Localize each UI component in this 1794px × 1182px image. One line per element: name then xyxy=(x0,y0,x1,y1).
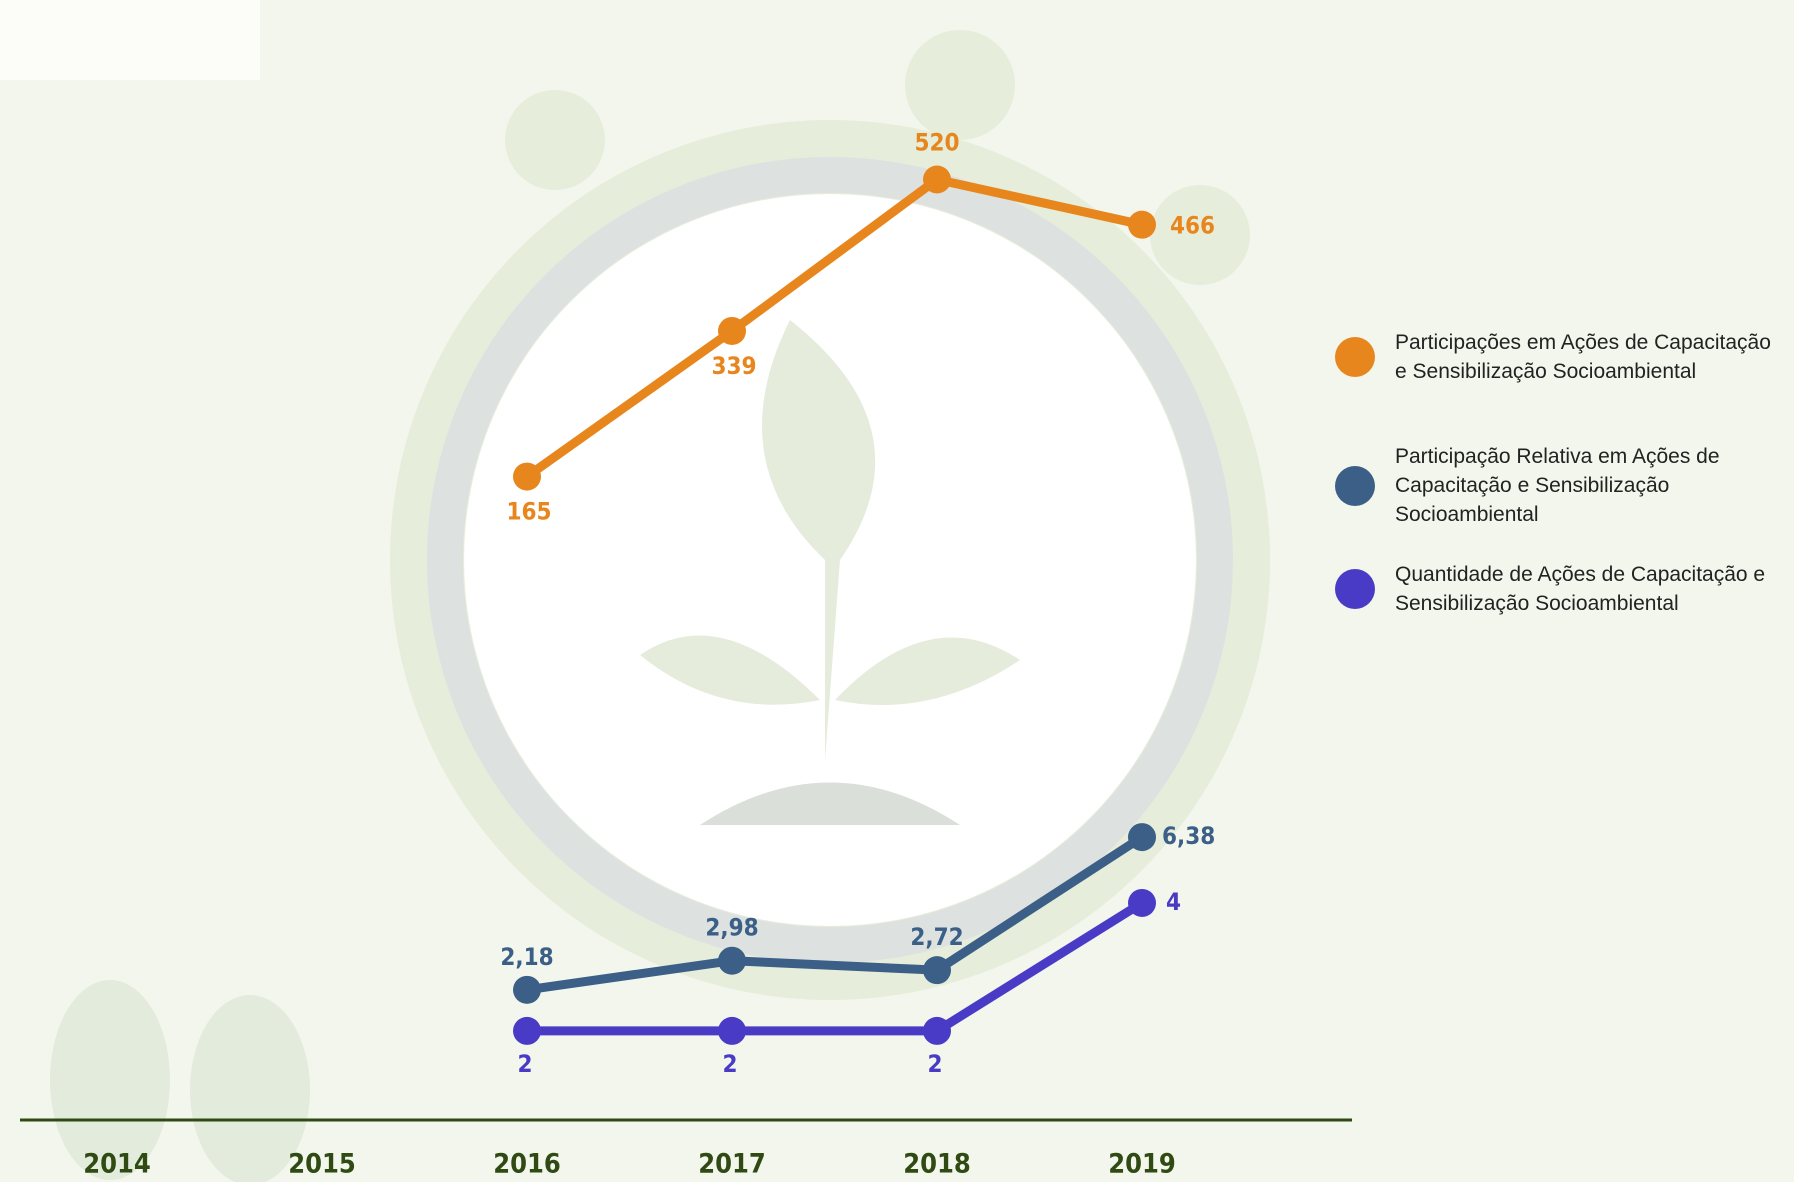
point xyxy=(718,1017,746,1045)
value-label: 2 xyxy=(927,1050,942,1078)
value-label: 6,38 xyxy=(1162,822,1215,850)
point xyxy=(923,956,951,984)
legend-swatch xyxy=(1335,337,1375,377)
value-label: 2,98 xyxy=(705,914,758,942)
value-label: 4 xyxy=(1166,888,1181,916)
value-label: 339 xyxy=(711,352,756,380)
point xyxy=(1128,823,1156,851)
page: 2014 2015 2016 2017 2018 2019 165 339 520 466 2,18… xyxy=(0,0,1794,1182)
value-label: 2,18 xyxy=(500,943,553,971)
point xyxy=(513,976,541,1004)
point xyxy=(513,463,541,491)
legend-item: Quantidade de Ações de Capacitação e Sen… xyxy=(1335,560,1785,618)
legend-label: Participação Relativa em Ações de Capaci… xyxy=(1395,442,1785,529)
legend-swatch xyxy=(1335,466,1375,506)
x-tick-label: 2015 xyxy=(288,1149,356,1180)
point xyxy=(718,317,746,345)
point xyxy=(923,165,951,193)
legend-label: Quantidade de Ações de Capacitação e Sen… xyxy=(1395,560,1785,618)
deco-cloud xyxy=(0,0,260,80)
legend-item: Participações em Ações de Capacitação e … xyxy=(1335,328,1785,386)
x-tick-label: 2014 xyxy=(83,1149,151,1180)
legend-label: Participações em Ações de Capacitação e … xyxy=(1395,328,1785,386)
value-label: 2,72 xyxy=(910,923,963,951)
value-label: 466 xyxy=(1170,212,1215,240)
x-tick-label: 2016 xyxy=(493,1149,561,1180)
point xyxy=(923,1017,951,1045)
deco-tree xyxy=(505,90,605,190)
x-tick-label: 2017 xyxy=(698,1149,766,1180)
x-tick-label: 2018 xyxy=(903,1149,971,1180)
point xyxy=(513,1017,541,1045)
point xyxy=(1128,889,1156,917)
legend-item: Participação Relativa em Ações de Capaci… xyxy=(1335,442,1785,529)
x-tick-label: 2019 xyxy=(1108,1149,1176,1180)
value-label: 2 xyxy=(722,1050,737,1078)
value-label: 2 xyxy=(517,1050,532,1078)
value-label: 165 xyxy=(506,498,551,526)
value-label: 520 xyxy=(914,128,959,156)
point xyxy=(1128,211,1156,239)
point xyxy=(718,947,746,975)
legend-swatch xyxy=(1335,569,1375,609)
deco-tree xyxy=(905,30,1015,140)
